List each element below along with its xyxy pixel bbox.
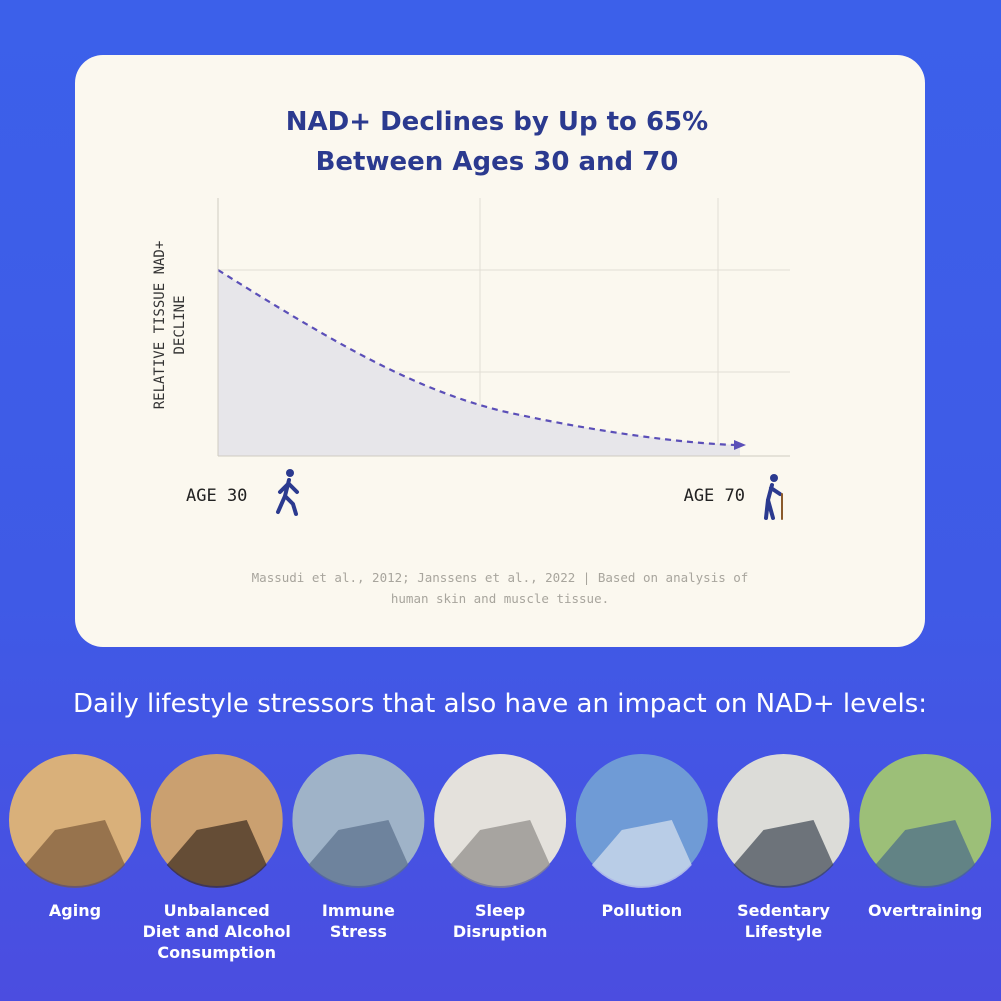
stressor-list: Aging Unbalanced Diet and Alcohol Consumpti… — [9, 754, 992, 962]
y-axis-label: RELATIVE TISSUE NAD+ — [152, 241, 168, 410]
y-axis-label: DECLINE — [172, 295, 188, 354]
stressor-label: Sleep — [475, 901, 525, 920]
photo-detail — [25, 820, 125, 888]
stressor-label: Aging — [49, 901, 101, 920]
curve-area — [218, 270, 740, 456]
stressor-label: Overtraining — [868, 901, 982, 920]
photo-detail — [733, 820, 834, 888]
photo-detail — [308, 820, 409, 888]
stressor-label: Unbalanced — [164, 901, 270, 920]
source-note: human skin and muscle tissue. — [391, 591, 609, 606]
card — [75, 55, 925, 647]
elder-icon — [764, 474, 783, 520]
photo-detail — [875, 820, 976, 888]
curve-line — [217, 269, 736, 447]
arrow-head — [734, 440, 746, 450]
chart-illustration — [217, 198, 790, 457]
photo-detail — [450, 820, 551, 888]
x-start-label: AGE 30 — [186, 486, 247, 506]
stressor-label: Lifestyle — [745, 922, 823, 941]
walker-icon — [276, 469, 299, 516]
stressor-label: Disruption — [453, 922, 548, 941]
stressor-label: Sedentary — [737, 901, 830, 920]
source-note: Massudi et al., 2012; Janssens et al., 2… — [252, 570, 749, 585]
photo-detail — [591, 820, 692, 888]
section-heading: Daily lifestyle stressors that also have… — [73, 689, 927, 719]
photo-detail — [166, 820, 267, 888]
x-end-label: AGE 70 — [684, 486, 745, 506]
stressor-label: Consumption — [157, 943, 276, 962]
stressor-label: Immune — [322, 901, 395, 920]
card-title: Between Ages 30 and 70 — [316, 147, 679, 177]
stressor-label: Diet and Alcohol — [143, 922, 291, 941]
card-title: NAD+ Declines by Up to 65% — [286, 107, 708, 137]
stressor-label: Pollution — [602, 901, 683, 920]
stressor-label: Stress — [330, 922, 387, 941]
